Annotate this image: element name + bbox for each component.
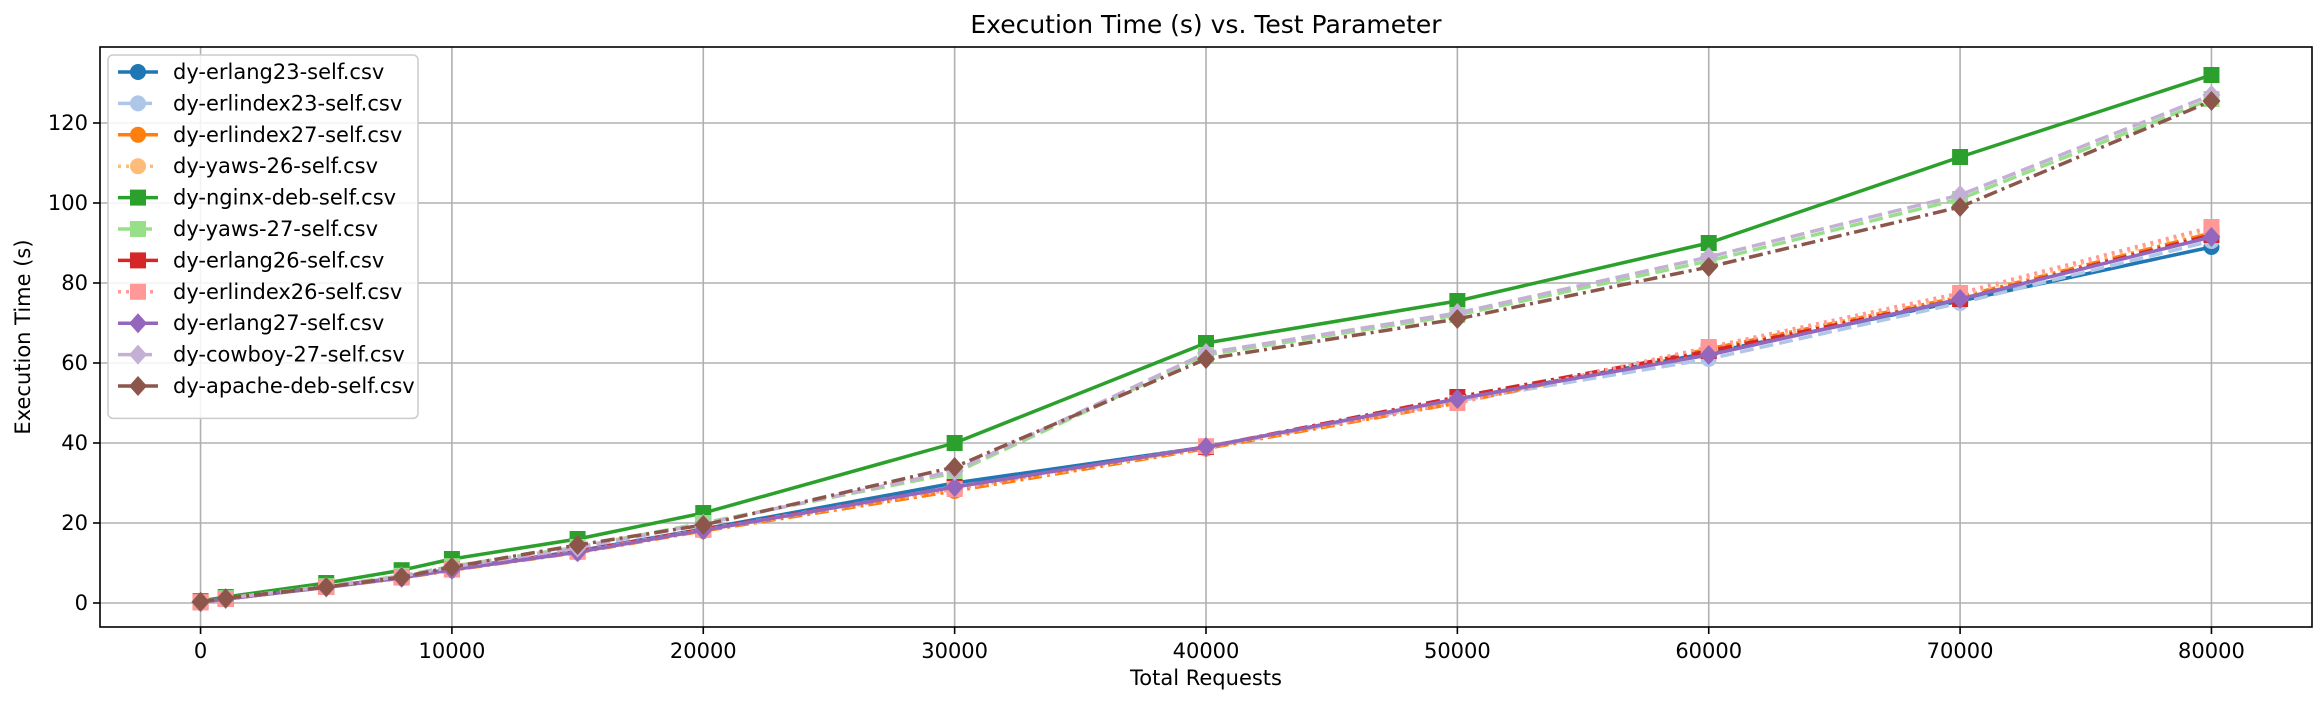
data-point <box>1197 349 1215 369</box>
legend-item: dy-cowboy-27-self.csv <box>118 343 405 367</box>
data-point <box>317 577 336 597</box>
data-point <box>2203 67 2220 83</box>
legend-box <box>107 54 419 420</box>
legend-label: dy-erlang26-self.csv <box>173 248 384 272</box>
data-point <box>1449 293 1466 309</box>
legend-label: dy-yaws-27-self.csv <box>173 217 378 241</box>
data-point <box>2202 91 2221 111</box>
legend-label: dy-erlang27-self.csv <box>173 311 384 335</box>
data-point <box>1448 389 1467 409</box>
legend-marker <box>129 313 147 334</box>
legend-label: dy-erlindex27-self.csv <box>173 123 402 147</box>
series-layer <box>191 67 2221 613</box>
legend-marker <box>130 158 146 175</box>
data-point <box>1699 345 1718 365</box>
data-point <box>1448 309 1467 329</box>
legend-label: dy-apache-deb-self.csv <box>173 374 415 398</box>
y-tick-label: 80 <box>61 271 88 295</box>
legend-label: dy-yaws-26-self.csv <box>173 154 378 178</box>
data-point <box>216 588 235 609</box>
x-tick-label: 30000 <box>921 639 988 663</box>
legend-item: dy-apache-deb-self.csv <box>118 374 415 398</box>
y-tick-label: 120 <box>48 111 88 135</box>
data-point <box>191 591 210 612</box>
legend-item: dy-yaws-27-self.csv <box>118 217 378 241</box>
legend-marker <box>130 95 146 112</box>
legend-item: dy-erlindex23-self.csv <box>118 91 402 115</box>
data-point <box>2202 227 2221 247</box>
legend-marker <box>130 64 146 80</box>
legend-item: dy-nginx-deb-self.csv <box>118 186 396 210</box>
y-tick-label: 0 <box>75 591 88 615</box>
x-tick-label: 70000 <box>1927 639 1994 663</box>
chart-title: Execution Time (s) vs. Test Parameter <box>970 10 1442 39</box>
legend-item: dy-erlang27-self.csv <box>118 311 384 335</box>
y-tick-label: 60 <box>61 351 88 375</box>
y-tick-label: 20 <box>61 511 88 535</box>
series-dy-apache-deb-self.csv <box>191 91 2221 612</box>
x-axis-title: Total Requests <box>1129 666 1282 690</box>
legend-marker <box>130 283 146 300</box>
x-tick-label: 80000 <box>2178 639 2245 663</box>
legend-label: dy-nginx-deb-self.csv <box>173 186 396 210</box>
x-tick-label: 50000 <box>1424 639 1491 663</box>
legend-item: dy-erlang26-self.csv <box>118 248 384 272</box>
legend-marker <box>130 221 146 237</box>
y-tick-label: 40 <box>61 431 88 455</box>
legend-label: dy-erlindex26-self.csv <box>173 280 402 304</box>
data-point <box>945 477 964 497</box>
data-point <box>1951 197 1970 217</box>
legend: dy-erlang23-self.csv dy-erlindex23-self.c… <box>107 54 419 420</box>
legend-marker <box>130 189 146 206</box>
data-point <box>694 515 713 535</box>
legend-item: dy-erlang23-self.csv <box>118 60 384 84</box>
y-tick-label: 100 <box>48 191 88 215</box>
x-tick-label: 10000 <box>419 639 486 663</box>
data-point <box>1700 235 1717 251</box>
x-tick-label: 20000 <box>670 639 737 663</box>
y-axis-title: Execution Time (s) <box>11 239 35 434</box>
data-point <box>442 557 461 577</box>
legend-item: dy-erlindex26-self.csv <box>118 280 402 304</box>
legend-marker <box>129 344 147 365</box>
data-point <box>1951 185 1970 205</box>
data-point <box>392 567 411 587</box>
data-point <box>946 435 963 451</box>
grid <box>100 47 2312 627</box>
legend-marker <box>130 252 146 269</box>
legend-marker <box>129 376 147 396</box>
data-point <box>1951 289 1970 309</box>
data-point <box>568 535 587 555</box>
data-point <box>945 457 964 477</box>
data-point <box>1197 437 1215 457</box>
legend-item: dy-erlindex27-self.csv <box>118 123 402 147</box>
data-point <box>1699 257 1718 277</box>
legend-item: dy-yaws-26-self.csv <box>118 154 378 178</box>
legend-label: dy-erlang23-self.csv <box>173 60 384 84</box>
x-tick-label: 0 <box>194 639 207 663</box>
x-tick-label: 60000 <box>1675 639 1742 663</box>
axis-ticks: 0 10000 20000 30000 40000 50000 60000 70000 8000… <box>48 111 2245 663</box>
x-tick-label: 40000 <box>1173 639 1240 663</box>
legend-label: dy-erlindex23-self.csv <box>173 91 402 115</box>
legend-marker <box>130 126 146 143</box>
data-point <box>1952 149 1969 165</box>
legend-label: dy-cowboy-27-self.csv <box>173 343 405 367</box>
